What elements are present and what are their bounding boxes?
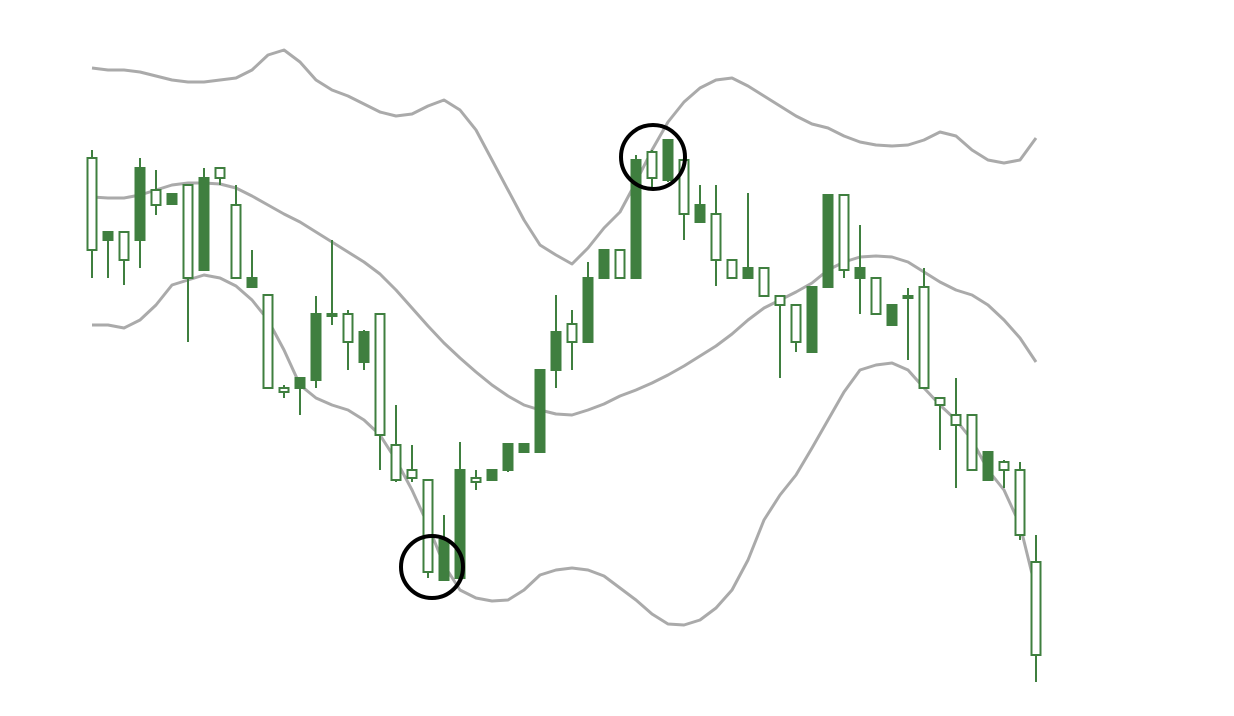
candle-body: [774, 295, 786, 306]
candle-body: [854, 267, 866, 279]
candle-body: [630, 159, 642, 279]
candle-body: [214, 167, 226, 179]
candle-body: [646, 151, 658, 179]
candle-body: [886, 304, 898, 326]
candle-body: [742, 267, 754, 279]
band-line: [92, 273, 1038, 627]
candle-body: [566, 323, 578, 343]
candle-body: [246, 277, 258, 288]
candle-body: [790, 304, 802, 343]
candle-body: [86, 157, 98, 251]
candle-body: [710, 213, 722, 261]
candle-body: [470, 477, 482, 483]
candle-body: [150, 189, 162, 206]
candle-body: [950, 414, 962, 426]
candle-body: [326, 313, 338, 317]
candle-body: [870, 277, 882, 315]
candle-body: [838, 194, 850, 271]
candle-body: [550, 331, 562, 371]
candle-body: [614, 249, 626, 279]
candle-body: [134, 167, 146, 241]
candle-body: [518, 443, 530, 453]
candle-body: [598, 249, 610, 279]
highlight-circle: [399, 534, 465, 600]
candle-body: [966, 414, 978, 471]
candle-body: [502, 443, 514, 471]
band-line: [91, 181, 1038, 417]
candle-body: [534, 369, 546, 453]
highlight-circle: [619, 123, 687, 191]
candle-body: [662, 139, 674, 181]
candle-body: [486, 469, 498, 481]
candle-body: [998, 461, 1010, 471]
candle-body: [358, 331, 370, 363]
bands: [91, 48, 1038, 627]
candle-body: [822, 194, 834, 288]
candle-body: [230, 204, 242, 279]
candle-body: [374, 313, 386, 436]
candle-body: [166, 193, 178, 205]
candle-body: [342, 313, 354, 343]
candles: [86, 139, 1042, 682]
candle-body: [310, 313, 322, 381]
candle-body: [118, 231, 130, 261]
candle-body: [694, 204, 706, 223]
candle-body: [1030, 561, 1042, 656]
candle-body: [982, 451, 994, 481]
band-line: [91, 48, 1038, 266]
candle-body: [1014, 469, 1026, 536]
candle-body: [390, 444, 402, 481]
candle-body: [582, 277, 594, 343]
candle-body: [902, 295, 914, 299]
candle-body: [406, 469, 418, 479]
candle-body: [934, 397, 946, 406]
candle-body: [758, 267, 770, 297]
candle-body: [726, 259, 738, 279]
candle-body: [182, 184, 194, 279]
candle-body: [278, 387, 290, 393]
candle-body: [198, 177, 210, 271]
candle-body: [294, 377, 306, 389]
candle-body: [422, 479, 434, 573]
candle-body: [806, 286, 818, 353]
candle-body: [438, 539, 450, 581]
candle-body: [918, 286, 930, 389]
candle-body: [262, 294, 274, 389]
candle-body: [102, 231, 114, 241]
